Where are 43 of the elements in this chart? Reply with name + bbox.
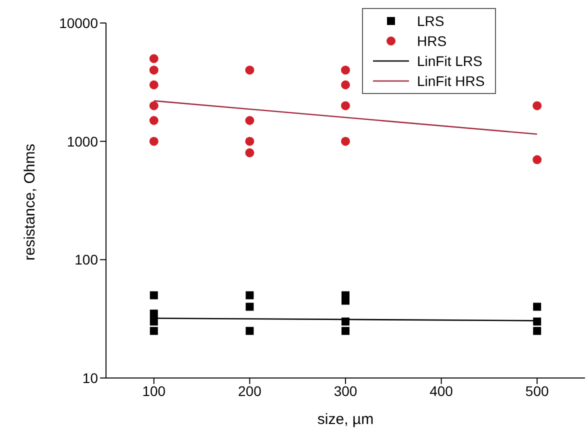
point bbox=[150, 318, 158, 326]
point bbox=[245, 136, 254, 146]
point bbox=[245, 148, 254, 158]
legend-label: LinFit HRS bbox=[417, 72, 485, 91]
x-tick-label: 100 bbox=[142, 382, 166, 399]
point bbox=[150, 310, 158, 318]
point bbox=[149, 80, 158, 90]
point bbox=[246, 302, 254, 311]
point bbox=[341, 80, 350, 90]
point bbox=[149, 54, 158, 64]
point bbox=[342, 318, 350, 326]
legend-label: HRS bbox=[417, 32, 447, 51]
point bbox=[341, 66, 350, 75]
x-tick-label: 400 bbox=[430, 382, 454, 399]
point bbox=[533, 302, 542, 311]
legend-label: LinFit LRS bbox=[417, 52, 482, 71]
x-tick-label: 300 bbox=[334, 382, 358, 399]
point bbox=[532, 155, 542, 164]
y-axis-title: resistance, Ohms bbox=[21, 144, 38, 260]
point bbox=[532, 101, 542, 110]
x-axis-title: size, µm bbox=[317, 411, 374, 428]
point bbox=[246, 291, 254, 300]
point bbox=[341, 136, 350, 146]
y-tick-label: 100 bbox=[74, 252, 98, 268]
point bbox=[149, 66, 158, 75]
x-tick-label: 500 bbox=[525, 382, 549, 399]
y-tick-label: 10000 bbox=[59, 14, 98, 31]
point bbox=[245, 66, 254, 75]
x-tick-label: 200 bbox=[238, 382, 262, 399]
legend-label: LRS bbox=[417, 12, 444, 31]
point bbox=[245, 116, 254, 125]
point bbox=[149, 101, 158, 110]
point bbox=[246, 326, 254, 335]
point bbox=[533, 318, 542, 326]
point bbox=[150, 291, 158, 300]
point bbox=[150, 326, 158, 335]
point bbox=[149, 136, 158, 146]
point bbox=[342, 326, 350, 335]
point bbox=[533, 326, 542, 335]
point bbox=[149, 116, 158, 125]
y-tick-label: 10 bbox=[82, 370, 98, 386]
y-tick-label: 1000 bbox=[66, 133, 98, 150]
point bbox=[341, 101, 350, 110]
